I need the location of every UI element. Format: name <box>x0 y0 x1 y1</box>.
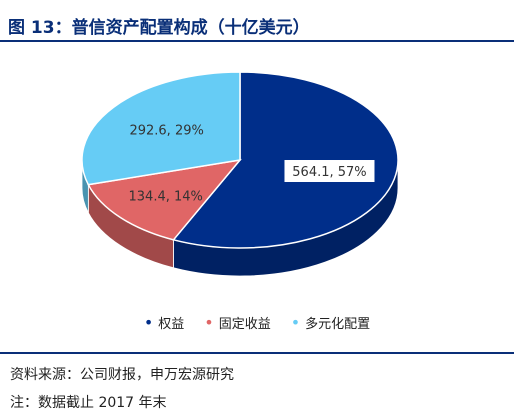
legend-marker-equity: • <box>143 313 154 332</box>
slice-equity <box>172 71 399 249</box>
data-label-multi-asset: 292.6, 29% <box>129 123 203 138</box>
legend-marker-multi-asset: • <box>290 313 301 332</box>
legend-label-fixed-income: 固定收益 <box>218 317 271 332</box>
footer-rule <box>0 352 514 354</box>
pie-top-faces <box>81 71 399 249</box>
legend-item-multi-asset: • 多元化配置 <box>290 313 371 333</box>
legend-label-multi-asset: 多元化配置 <box>305 317 371 332</box>
data-label-equity: 564.1, 57% <box>292 165 366 180</box>
slice-multi-asset <box>81 71 241 186</box>
source-note: 资料来源：公司财报，申万宏源研究 <box>10 367 234 383</box>
legend-label-equity: 权益 <box>158 317 185 332</box>
pie-chart: 564.1, 57% 134.4, 14% 292.6, 29% <box>81 71 399 277</box>
slice-fixed-income <box>87 158 242 241</box>
legend-marker-fixed-income: • <box>204 313 214 332</box>
figure-title: 图 13：普信资产配置构成（十亿美元） <box>8 18 310 38</box>
data-label-equity-box <box>284 160 375 183</box>
title-rule <box>0 40 514 42</box>
chart-legend: • 权益 • 固定收益 • 多元化配置 <box>0 313 514 333</box>
legend-item-equity: • 权益 <box>143 313 185 333</box>
footnote: 注：数据截止 2017 年末 <box>10 395 167 411</box>
legend-item-fixed-income: • 固定收益 <box>204 313 271 333</box>
data-label-fixed-income: 134.4, 14% <box>129 190 203 205</box>
